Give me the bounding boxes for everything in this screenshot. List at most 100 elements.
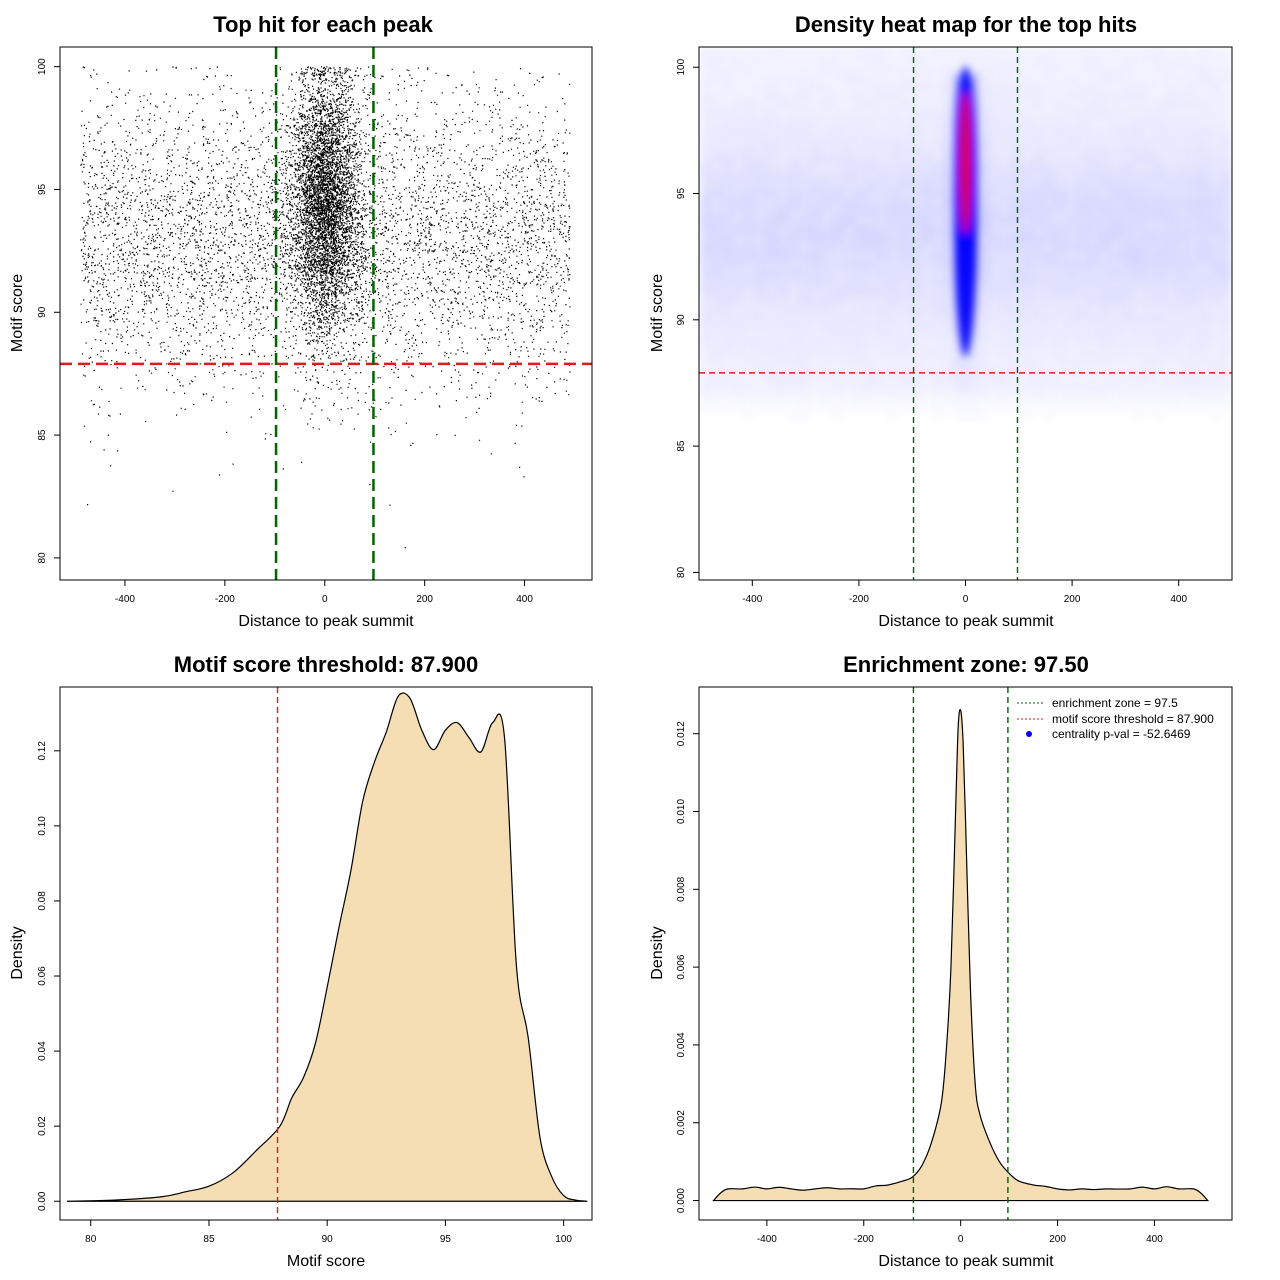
heatmap-cell bbox=[699, 180, 711, 190]
heatmap-cell bbox=[998, 375, 1011, 386]
heatmap-cell bbox=[910, 189, 922, 199]
heatmap-cell bbox=[843, 118, 856, 128]
heatmap-cell bbox=[1109, 153, 1122, 164]
heatmap-cell bbox=[832, 260, 844, 270]
heatmap-cell bbox=[721, 278, 733, 288]
heatmap-cell bbox=[1087, 295, 1100, 306]
heatmap-cell bbox=[1198, 180, 1211, 190]
heatmap-cell bbox=[810, 384, 822, 395]
heatmap-cell bbox=[777, 393, 789, 403]
heatmap-cell bbox=[1198, 366, 1211, 377]
heatmap-cell bbox=[865, 206, 878, 217]
heatmap-cell bbox=[865, 162, 878, 172]
heatmap-cell bbox=[1021, 47, 1033, 57]
heatmap-cell bbox=[976, 366, 989, 377]
distance-density-y-label: Density bbox=[649, 926, 666, 979]
heatmap-cell bbox=[1021, 304, 1033, 315]
score-density-y-tick-label: 0.08 bbox=[37, 891, 48, 911]
heatmap-cell bbox=[765, 331, 778, 341]
heatmap-cell bbox=[1021, 64, 1033, 75]
heatmap-cell bbox=[921, 215, 933, 226]
heatmap-cell bbox=[1009, 349, 1022, 359]
heatmap-cell bbox=[1009, 224, 1022, 235]
heatmap-cell bbox=[810, 64, 822, 75]
heatmap-cell bbox=[821, 402, 833, 412]
heatmap-cell bbox=[1121, 402, 1133, 412]
heatmap-cell bbox=[1154, 278, 1166, 288]
heatmap-cell bbox=[1209, 135, 1222, 146]
heatmap-cell bbox=[1165, 189, 1178, 199]
heatmap-cell bbox=[1109, 331, 1122, 341]
heatmap-cell bbox=[754, 269, 767, 279]
heatmap-cell bbox=[743, 126, 756, 137]
heatmap-cell bbox=[1076, 171, 1089, 181]
heatmap-cell bbox=[898, 135, 911, 146]
heatmap-cell bbox=[865, 357, 878, 368]
heatmap-cell bbox=[987, 340, 1000, 350]
heatmap-cell bbox=[943, 340, 955, 350]
heatmap-cell bbox=[1154, 402, 1166, 412]
heatmap-cell bbox=[1076, 82, 1089, 92]
heatmap-cell bbox=[1187, 215, 1200, 226]
heatmap-cell bbox=[1043, 366, 1055, 377]
heatmap-cell bbox=[765, 295, 778, 306]
heatmap-cell bbox=[1176, 278, 1189, 288]
heatmap-cell bbox=[1054, 295, 1066, 306]
heatmap-cell bbox=[1165, 260, 1178, 270]
heatmap-cell bbox=[699, 251, 711, 261]
heatmap-cell bbox=[1176, 198, 1189, 208]
heatmap-cell bbox=[1098, 91, 1111, 101]
heatmap-cell bbox=[743, 340, 756, 350]
heatmap-cell bbox=[1065, 269, 1078, 279]
heatmap-cell bbox=[1220, 313, 1232, 323]
heatmap-cell bbox=[1054, 384, 1066, 395]
heatmap-cell bbox=[1065, 278, 1078, 288]
heatmap-cell bbox=[765, 135, 778, 146]
heatmap-cell bbox=[987, 215, 1000, 226]
heatmap-cell bbox=[1065, 357, 1078, 368]
heatmap-cell bbox=[888, 402, 900, 412]
heatmap-cell bbox=[1209, 100, 1222, 110]
heatmap-cell bbox=[732, 349, 744, 359]
heatmap-y-tick-label: 80 bbox=[676, 566, 687, 578]
heatmap-cell bbox=[1198, 198, 1211, 208]
heatmap-cell bbox=[898, 162, 911, 172]
heatmap-cell bbox=[810, 322, 822, 332]
heatmap-cell bbox=[1209, 118, 1222, 128]
heatmap-cell bbox=[943, 189, 955, 199]
heatmap-cell bbox=[1143, 313, 1155, 323]
heatmap-cell bbox=[1165, 224, 1178, 235]
heatmap-cell bbox=[1043, 224, 1055, 235]
heatmap-cell bbox=[787, 304, 800, 315]
heatmap-cell bbox=[1065, 109, 1078, 119]
heatmap-cell bbox=[732, 357, 744, 368]
heatmap-cell bbox=[810, 55, 822, 66]
heatmap-cell bbox=[1021, 269, 1033, 279]
heatmap-cell bbox=[776, 215, 789, 226]
heatmap-cell bbox=[1065, 144, 1078, 155]
distance-density-y-tick-label: 0.010 bbox=[676, 799, 687, 824]
heatmap-cell bbox=[854, 384, 867, 395]
heatmap-cell bbox=[1165, 126, 1178, 137]
heatmap-cell bbox=[1098, 144, 1111, 155]
heatmap-cell bbox=[1076, 375, 1089, 386]
heatmap-cell bbox=[832, 100, 844, 110]
heatmap-cell bbox=[1043, 171, 1055, 181]
heatmap-cell bbox=[1121, 109, 1133, 119]
heatmap-cell bbox=[1065, 366, 1078, 377]
heatmap-cell bbox=[921, 206, 933, 217]
heatmap-cell bbox=[821, 286, 833, 297]
heatmap-cell bbox=[798, 349, 811, 359]
heatmap-cell bbox=[1043, 349, 1055, 359]
heatmap-cell bbox=[865, 233, 878, 243]
heatmap-cell bbox=[732, 100, 744, 110]
heatmap-cell bbox=[821, 375, 833, 386]
heatmap-cell bbox=[1009, 118, 1022, 128]
heatmap-cell bbox=[876, 286, 889, 297]
heatmap-cell bbox=[898, 331, 911, 341]
heatmap-cell bbox=[1088, 393, 1100, 403]
heatmap-cell bbox=[998, 357, 1011, 368]
heatmap-cell bbox=[1176, 349, 1189, 359]
heatmap-cell bbox=[1098, 384, 1111, 395]
heatmap-cell bbox=[1076, 198, 1089, 208]
